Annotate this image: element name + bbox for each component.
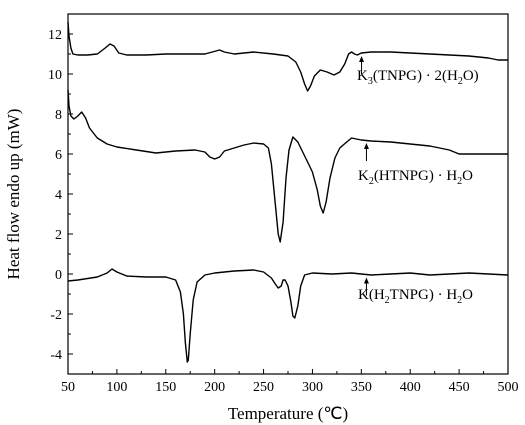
series-line-2 bbox=[67, 89, 508, 243]
x-tick-label: 250 bbox=[253, 380, 274, 395]
annotation-arrowhead-3 bbox=[363, 277, 369, 284]
y-axis-ticks: -4 -2 0 2 4 6 8 10 12 bbox=[48, 13, 73, 375]
y-tick-label: 4 bbox=[55, 188, 62, 203]
x-tick-label: 50 bbox=[61, 380, 75, 395]
series-line-3 bbox=[67, 268, 509, 363]
x-tick-label: 300 bbox=[302, 380, 323, 395]
x-tick-label: 350 bbox=[351, 380, 372, 395]
annotation-k-h2tnpg-label: K(H2TNPG) · H2O bbox=[358, 287, 473, 306]
x-tick-label: 500 bbox=[498, 380, 519, 395]
y-tick-label: 8 bbox=[55, 108, 62, 123]
y-tick-label: 6 bbox=[55, 148, 62, 163]
series-group bbox=[67, 21, 509, 363]
x-tick-label: 100 bbox=[106, 380, 127, 395]
annotation-k-h2tnpg: K(H2TNPG) · H2O bbox=[358, 287, 473, 306]
annotation-k2-htnpg: K2(HTNPG) · H2O bbox=[358, 168, 473, 187]
x-tick-label: 200 bbox=[204, 380, 225, 395]
y-axis-title: Heat flow endo up (mW) bbox=[4, 109, 23, 280]
annotation-k3-tnpg-label: K3(TNPG) · 2(H2O) bbox=[357, 68, 479, 87]
x-tick-label: 400 bbox=[400, 380, 421, 395]
y-tick-label: 10 bbox=[48, 68, 62, 83]
y-tick-label: 0 bbox=[55, 268, 62, 283]
annotation-k2-htnpg-label: K2(HTNPG) · H2O bbox=[358, 168, 473, 187]
annotation-arrowhead-1 bbox=[359, 56, 365, 62]
annotation-k3-tnpg: K3(TNPG) · 2(H2O) bbox=[357, 68, 479, 87]
x-tick-label: 450 bbox=[449, 380, 470, 395]
x-tick-label: 150 bbox=[155, 380, 176, 395]
series-line-1 bbox=[67, 21, 508, 92]
y-tick-label: 2 bbox=[55, 228, 62, 243]
y-tick-label: -4 bbox=[50, 348, 62, 363]
x-axis-ticks: 50 100 150 200 250 300 350 400 450 500 bbox=[61, 369, 519, 395]
annotation-arrowhead-2 bbox=[363, 143, 369, 149]
y-tick-label: 12 bbox=[48, 28, 62, 43]
y-tick-label: -2 bbox=[50, 308, 62, 323]
x-axis-title: Temperature (℃) bbox=[228, 404, 348, 423]
